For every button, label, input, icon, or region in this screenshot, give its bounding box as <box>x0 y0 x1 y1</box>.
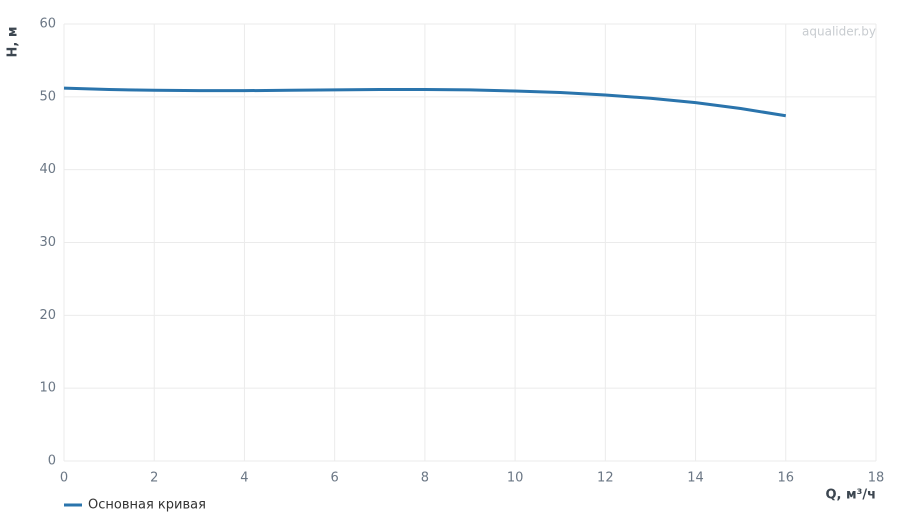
y-tick-label: 0 <box>48 454 56 469</box>
watermark: aqualider.by <box>802 25 876 39</box>
x-tick-label: 16 <box>778 471 795 486</box>
y-tick-label: 10 <box>39 381 56 396</box>
y-tick-label: 30 <box>39 235 56 250</box>
y-axis-label: H, м <box>6 27 21 58</box>
x-tick-label: 18 <box>868 471 885 486</box>
x-axis-label: Q, м³/ч <box>825 488 876 503</box>
x-tick-label: 4 <box>240 471 248 486</box>
data-line <box>63 86 787 118</box>
x-tick-label: 8 <box>421 471 429 486</box>
x-tick-label: 10 <box>507 471 524 486</box>
x-tick-label: 2 <box>150 471 158 486</box>
y-tick-label: 50 <box>39 89 56 104</box>
x-tick-label: 6 <box>331 471 339 486</box>
y-tick-label: 60 <box>39 17 56 32</box>
y-tick-label: 20 <box>39 308 56 323</box>
legend-label: Основная кривая <box>88 498 206 513</box>
y-tick-label: 40 <box>39 162 56 177</box>
x-tick-label: 14 <box>687 471 704 486</box>
x-tick-label: 12 <box>597 471 614 486</box>
x-tick-label: 0 <box>60 471 68 486</box>
